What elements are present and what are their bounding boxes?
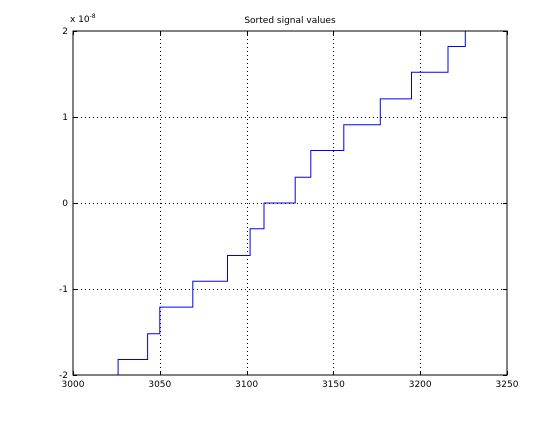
y-tick-label: -2 xyxy=(59,371,68,381)
y-axis-multiplier-exponent: -8 xyxy=(90,13,96,20)
y-tick-label: 1 xyxy=(62,113,68,123)
x-tick-label: 3000 xyxy=(62,380,85,390)
x-tick-label: 3250 xyxy=(496,380,519,390)
y-tick-label: 0 xyxy=(62,199,68,209)
x-tick-label: 3200 xyxy=(409,380,432,390)
y-tick-label: -1 xyxy=(59,285,68,295)
y-tick-label: 2 xyxy=(62,27,68,37)
y-tick-labels: -2 -1 0 1 2 xyxy=(59,27,68,381)
x-tick-labels: 3000 3050 3100 3150 3200 3250 xyxy=(62,380,519,390)
y-axis-multiplier-base: x 10 xyxy=(70,15,90,25)
x-tick-label: 3150 xyxy=(322,380,345,390)
x-tick-label: 3050 xyxy=(148,380,171,390)
x-tick-label: 3100 xyxy=(235,380,258,390)
y-axis-multiplier: x 10-8 xyxy=(70,13,96,25)
chart-title: Sorted signal values xyxy=(244,16,336,26)
